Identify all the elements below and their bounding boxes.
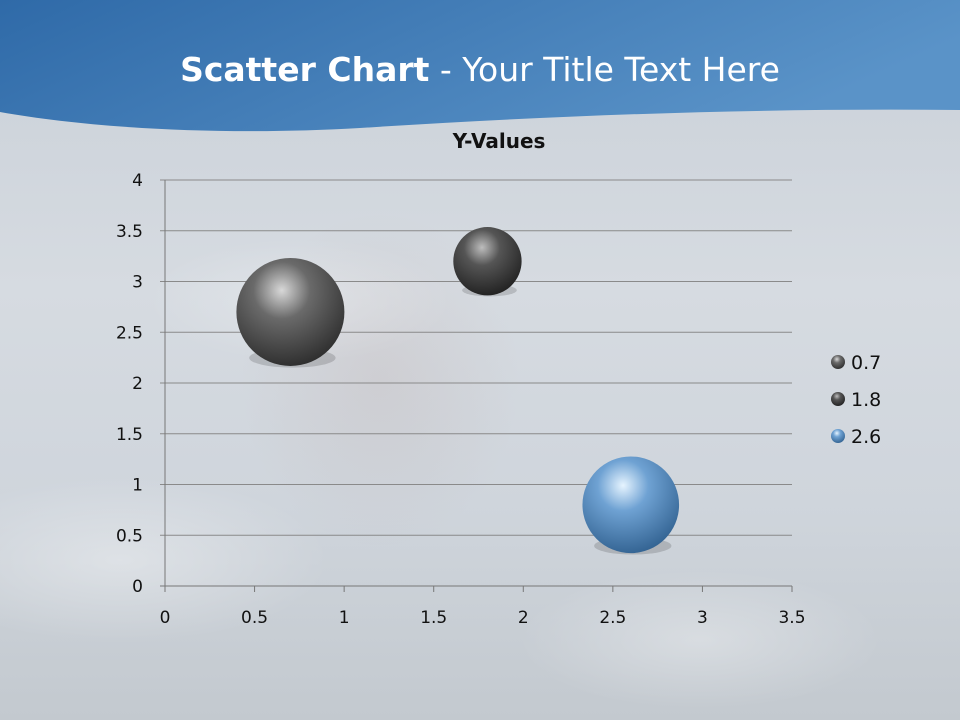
- y-tick-label: 3.5: [116, 222, 143, 242]
- legend-label: 1.8: [851, 389, 881, 411]
- y-tick-label: 1.5: [116, 425, 143, 445]
- slide-title: Scatter Chart - Your Title Text Here: [0, 50, 960, 89]
- y-tick-label: 1: [132, 476, 143, 496]
- y-tick-label: 2.5: [116, 323, 143, 343]
- x-tick-label: 3: [697, 608, 708, 628]
- x-tick-label: 0.5: [241, 608, 268, 628]
- y-tick-label: 4: [132, 171, 143, 191]
- legend-marker-icon: [831, 355, 845, 369]
- bubble-0.7: [236, 257, 345, 366]
- x-tick-label: 2.5: [599, 608, 626, 628]
- title-bold: Scatter Chart: [180, 50, 430, 89]
- header-banner: [0, 0, 960, 132]
- y-tick-label: 0: [132, 577, 143, 597]
- x-tick-label: 2: [518, 608, 529, 628]
- legend-marker-icon: [831, 429, 845, 443]
- y-tick-label: 3: [132, 273, 143, 293]
- bubble-1.8: [453, 227, 522, 296]
- y-tick-label: 0.5: [116, 526, 143, 546]
- x-tick-label: 1.5: [420, 608, 447, 628]
- x-tick-label: 1: [339, 608, 350, 628]
- legend-marker-icon: [831, 392, 845, 406]
- title-rest: - Your Title Text Here: [429, 50, 780, 89]
- x-tick-label: 0: [160, 608, 171, 628]
- bubble-2.6: [582, 456, 680, 554]
- y-tick-label: 2: [132, 374, 143, 394]
- chart-title: Y-Values: [452, 129, 546, 153]
- x-tick-label: 3.5: [778, 608, 805, 628]
- legend-label: 0.7: [851, 352, 881, 374]
- legend-label: 2.6: [851, 426, 881, 448]
